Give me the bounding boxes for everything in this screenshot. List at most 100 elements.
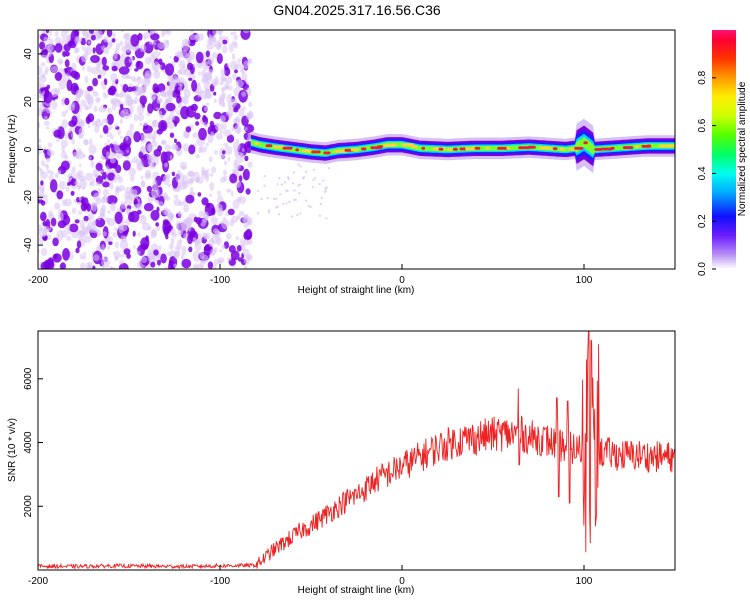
noise-blob — [101, 56, 107, 67]
noise-blob — [70, 190, 75, 196]
noise-blob — [61, 111, 67, 117]
noise-blob — [64, 97, 70, 106]
x-tick-label: 0 — [399, 576, 405, 587]
noise-blob — [140, 146, 146, 154]
noise-blob — [232, 141, 241, 152]
noise-blob — [113, 51, 118, 60]
ridge-core-segment — [574, 146, 584, 150]
noise-blob — [42, 194, 48, 200]
noise-blob — [147, 103, 154, 114]
noise-blob — [150, 209, 160, 221]
noise-blob — [118, 101, 122, 105]
noise-blob — [47, 142, 53, 148]
noise-blob — [155, 222, 160, 227]
ridge-edge-band — [250, 133, 675, 158]
noise-blob — [214, 98, 217, 103]
noise-blob — [114, 123, 118, 128]
noise-blob — [126, 156, 130, 160]
snr-y-label: SNR (10 * v/v) — [7, 418, 18, 482]
noise-blob — [137, 76, 143, 85]
noise-blob — [159, 91, 167, 97]
noise-blob — [97, 74, 102, 79]
noise-blob — [125, 208, 131, 213]
noise-dot — [282, 202, 285, 206]
noise-blob — [200, 90, 208, 100]
noise-blob — [126, 149, 129, 153]
noise-blob — [96, 30, 103, 40]
noise-blob — [242, 30, 250, 34]
noise-blob — [62, 51, 67, 57]
noise-blob — [102, 124, 109, 134]
noise-blob — [58, 180, 66, 190]
noise-dot — [312, 178, 315, 182]
noise-blob — [227, 103, 233, 108]
colorbar-gradient — [712, 30, 736, 269]
noise-dot — [291, 215, 294, 218]
noise-blob — [244, 265, 248, 269]
noise-blob — [76, 118, 84, 128]
noise-blob — [227, 188, 232, 193]
noise-blob — [240, 30, 251, 40]
noise-blob — [122, 108, 129, 115]
noise-blob — [179, 239, 183, 243]
x-tick-label: -100 — [210, 576, 230, 587]
noise-blob — [115, 149, 124, 159]
noise-blob — [108, 241, 113, 246]
noise-blob — [198, 127, 207, 141]
noise-blob — [211, 78, 219, 87]
noise-dot — [319, 202, 323, 206]
noise-blob — [202, 114, 207, 123]
noise-blob — [204, 211, 209, 220]
noise-blob — [101, 258, 110, 268]
noise-blob — [110, 99, 114, 105]
noise-blob — [79, 163, 82, 168]
noise-blob — [57, 125, 60, 130]
noise-blob — [176, 147, 183, 157]
noise-blob — [80, 202, 88, 212]
noise-blob — [239, 210, 245, 217]
noise-blob — [44, 260, 51, 269]
noise-blob — [50, 88, 59, 98]
noise-blob — [174, 246, 179, 251]
noise-blob — [153, 130, 157, 135]
noise-blob — [61, 38, 67, 45]
noise-blob — [81, 53, 88, 63]
noise-blob — [99, 134, 104, 139]
noise-blob — [49, 111, 53, 115]
noise-blob — [176, 95, 182, 104]
noise-blob — [54, 72, 63, 81]
noise-blob — [78, 133, 83, 139]
noise-blob — [71, 138, 75, 145]
noise-blob — [153, 61, 160, 73]
noise-blob — [43, 91, 53, 104]
noise-blob — [180, 253, 185, 261]
noise-blob — [107, 172, 116, 181]
noise-dot — [291, 182, 295, 185]
noise-blob — [126, 86, 133, 93]
x-tick-label: 100 — [576, 275, 593, 286]
noise-blob — [211, 166, 217, 174]
ridge-core-segment — [376, 145, 384, 149]
noise-blob — [207, 57, 215, 66]
noise-blob — [174, 77, 179, 82]
noise-blob — [58, 79, 66, 90]
noise-blob — [47, 44, 54, 53]
noise-blob — [83, 215, 89, 222]
noise-blob — [231, 126, 235, 131]
noise-blob — [199, 251, 205, 260]
noise-dot — [275, 197, 278, 200]
noise-blob — [188, 77, 193, 81]
colorbar-tick-label: 0.6 — [697, 118, 708, 132]
ridge-core-segment — [527, 145, 536, 149]
ridge-core-segment — [506, 146, 511, 150]
colorbar: 0.0 0.2 0.4 0.6 0.8 Normalized spectral ampl… — [697, 30, 748, 276]
noise-blob — [158, 120, 168, 132]
noise-blob — [102, 181, 110, 188]
noise-blob — [164, 162, 168, 168]
noise-blob — [77, 184, 81, 191]
noise-blob — [244, 124, 255, 133]
noise-blob — [95, 182, 101, 187]
noise-blob — [50, 150, 55, 157]
noise-blob — [235, 180, 242, 188]
noise-blob — [149, 41, 154, 45]
